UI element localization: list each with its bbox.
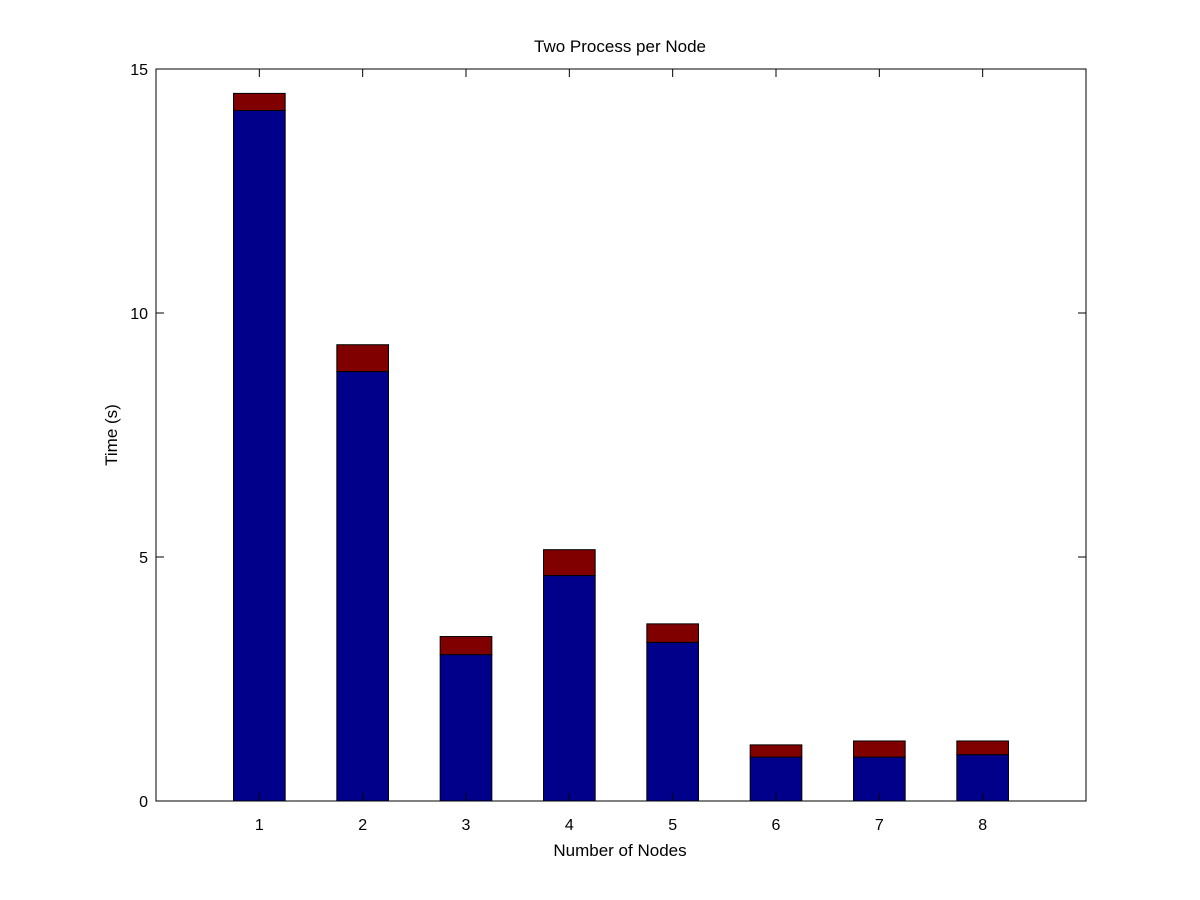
y-ticks-group: 0 5 10 15 <box>130 62 1086 811</box>
bar-segment-2-category-1 <box>233 92 286 111</box>
y-tick-label: 15 <box>130 62 148 79</box>
bar-segment-1-category-4 <box>543 575 596 802</box>
y-axis-label: Time (s) <box>102 404 121 466</box>
bar-segment-2-category-5 <box>646 623 700 643</box>
x-axis-label: Number of Nodes <box>553 841 686 860</box>
y-tick-label: 5 <box>139 550 148 567</box>
chart-title: Two Process per Node <box>534 37 706 56</box>
bars-group <box>233 92 1010 802</box>
bar-segment-1-category-2 <box>336 371 389 802</box>
x-tick-label: 6 <box>772 817 781 834</box>
x-ticks-group: 1 2 3 4 5 6 7 8 <box>255 69 987 834</box>
plot-area-frame <box>155 68 1087 802</box>
x-tick-label: 3 <box>462 817 471 834</box>
bar-segment-2-category-4 <box>543 549 596 577</box>
x-tick-label: 4 <box>565 817 574 834</box>
bar-segment-2-category-2 <box>336 344 389 373</box>
x-tick-label: 1 <box>255 817 264 834</box>
bar-segment-1-category-3 <box>439 654 493 802</box>
bar-segment-2-category-7 <box>853 740 906 758</box>
x-tick-label: 8 <box>978 817 987 834</box>
x-tick-label: 5 <box>668 817 677 834</box>
bar-segment-1-category-5 <box>646 641 700 802</box>
bar-segment-2-category-6 <box>749 744 803 758</box>
x-tick-label: 7 <box>875 817 884 834</box>
bar-segment-2-category-8 <box>956 740 1010 756</box>
bar-segment-1-category-1 <box>233 109 286 802</box>
x-tick-label: 2 <box>358 817 367 834</box>
bar-segment-2-category-3 <box>439 636 493 656</box>
y-tick-label: 10 <box>130 306 148 323</box>
y-tick-label: 0 <box>139 794 148 811</box>
